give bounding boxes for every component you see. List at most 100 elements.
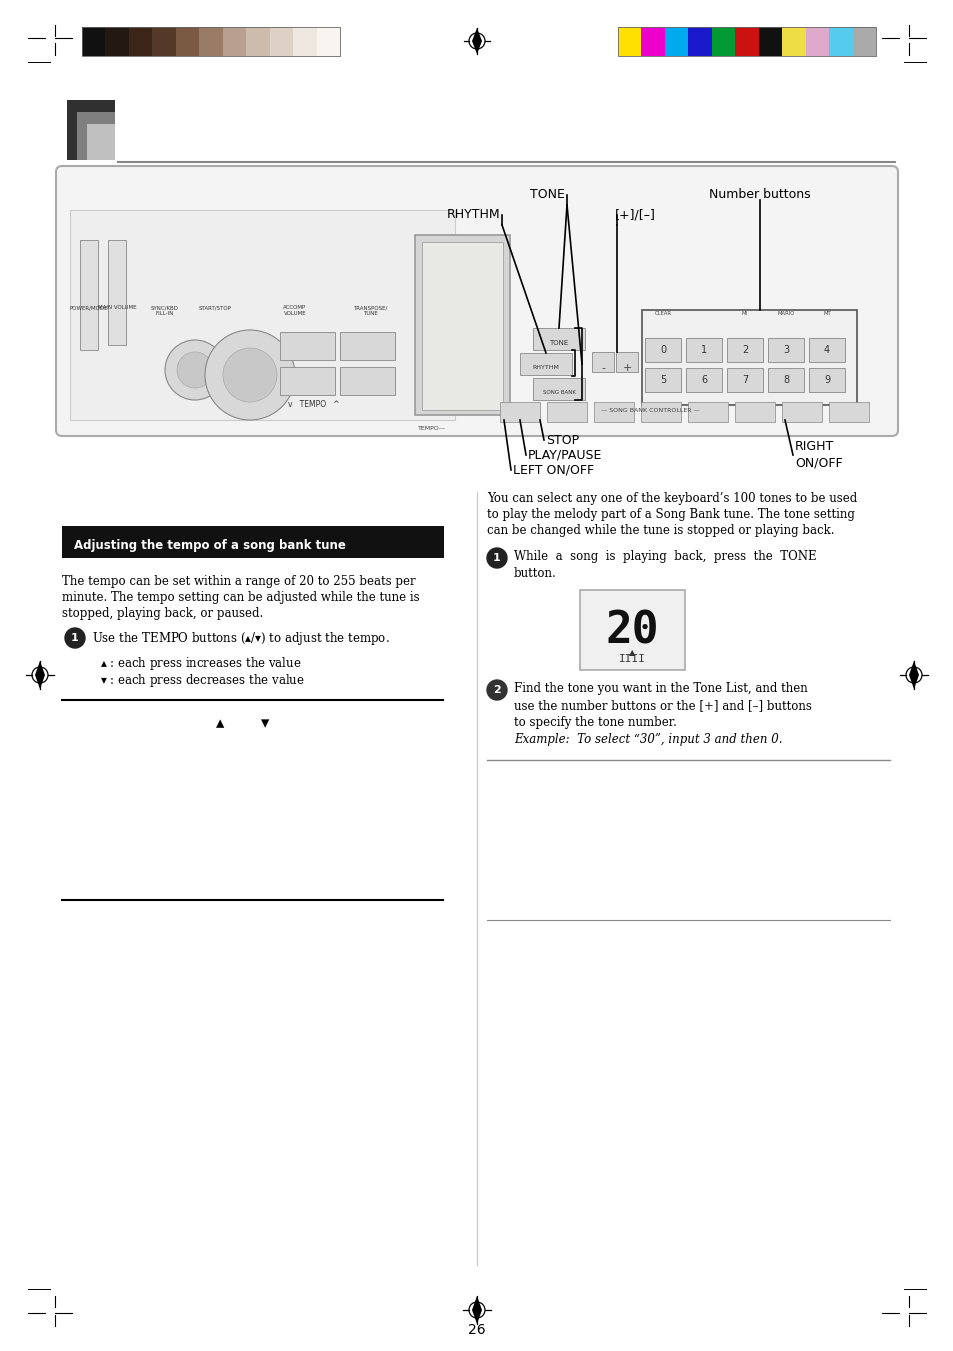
Circle shape	[205, 330, 294, 420]
Bar	[82, 27, 339, 55]
Bar	[87, 124, 115, 159]
Text: MARIO: MARIO	[777, 311, 794, 316]
Text: 2: 2	[493, 685, 500, 694]
Text: SONG BANK: SONG BANK	[542, 390, 575, 394]
Text: [+]/[–]: [+]/[–]	[615, 208, 655, 222]
Bar	[644, 338, 680, 362]
Text: v   TEMPO   ^: v TEMPO ^	[288, 400, 339, 409]
Bar	[546, 403, 586, 422]
Polygon shape	[472, 28, 481, 54]
Bar	[726, 367, 762, 392]
Bar	[767, 338, 803, 362]
Text: MI: MI	[741, 311, 747, 316]
Polygon shape	[908, 661, 918, 689]
Bar	[685, 338, 721, 362]
Bar	[199, 27, 222, 55]
Circle shape	[177, 353, 213, 388]
Text: STOP: STOP	[545, 434, 578, 446]
Text: START/STOP: START/STOP	[198, 305, 232, 309]
Bar	[688, 27, 711, 55]
Text: 6: 6	[700, 376, 706, 385]
Text: LEFT ON/OFF: LEFT ON/OFF	[513, 463, 594, 477]
Bar	[735, 27, 758, 55]
Bar	[77, 112, 115, 159]
Text: 0: 0	[659, 345, 665, 355]
Bar	[685, 367, 721, 392]
Text: $\blacktriangledown$: $\blacktriangledown$	[259, 713, 270, 732]
Bar	[339, 367, 395, 394]
Text: 7: 7	[741, 376, 747, 385]
Text: TONE: TONE	[530, 189, 564, 201]
Text: minute. The tempo setting can be adjusted while the tune is: minute. The tempo setting can be adjuste…	[62, 590, 419, 604]
Bar	[640, 27, 664, 55]
Polygon shape	[472, 1296, 481, 1324]
Text: TRANSPOSE/
TUNE: TRANSPOSE/ TUNE	[353, 305, 387, 316]
Text: Example:  To select “30”, input 3 and then 0.: Example: To select “30”, input 3 and the…	[514, 734, 781, 746]
Text: 20: 20	[605, 611, 659, 653]
Text: button.: button.	[514, 567, 557, 580]
Bar	[808, 367, 844, 392]
Text: 1: 1	[700, 345, 706, 355]
Circle shape	[65, 628, 85, 648]
Bar	[781, 27, 804, 55]
Bar	[828, 403, 868, 422]
Text: 4: 4	[823, 345, 829, 355]
Circle shape	[165, 340, 225, 400]
Text: PLAY/PAUSE: PLAY/PAUSE	[527, 449, 601, 462]
Text: IIII: IIII	[618, 654, 645, 663]
Bar	[421, 242, 502, 409]
Bar	[644, 367, 680, 392]
Text: to specify the tone number.: to specify the tone number.	[514, 716, 677, 730]
Text: Number buttons: Number buttons	[708, 189, 810, 201]
Bar	[108, 240, 126, 345]
Circle shape	[223, 349, 276, 403]
Bar	[618, 27, 875, 55]
Bar	[280, 367, 335, 394]
Text: MAIN VOLUME: MAIN VOLUME	[97, 305, 136, 309]
Text: stopped, playing back, or paused.: stopped, playing back, or paused.	[62, 607, 263, 620]
Bar	[129, 27, 152, 55]
Text: Use the TEMPO buttons ($\blacktriangle$/$\blacktriangledown$) to adjust the temp: Use the TEMPO buttons ($\blacktriangle$/…	[91, 630, 389, 647]
Text: You can select any one of the keyboard’s 100 tones to be used: You can select any one of the keyboard’s…	[486, 492, 857, 505]
Bar	[499, 403, 539, 422]
Circle shape	[486, 680, 506, 700]
Text: ACCOMP
VOLUME: ACCOMP VOLUME	[283, 305, 306, 316]
Text: POWER/MODE: POWER/MODE	[70, 305, 108, 309]
Bar	[152, 27, 175, 55]
Bar	[579, 590, 684, 670]
Bar	[533, 378, 584, 400]
Bar	[175, 27, 199, 55]
Text: Adjusting the tempo of a song bank tune: Adjusting the tempo of a song bank tune	[74, 539, 346, 551]
Text: CLEAR: CLEAR	[654, 311, 671, 316]
Text: -: -	[600, 363, 604, 373]
Bar	[246, 27, 270, 55]
Bar	[339, 332, 395, 359]
Bar	[641, 309, 856, 405]
Text: RIGHT
ON/OFF: RIGHT ON/OFF	[794, 440, 841, 470]
Bar	[664, 27, 688, 55]
Text: $\blacktriangle$ : each press increases the value: $\blacktriangle$ : each press increases …	[100, 655, 301, 671]
Text: can be changed while the tune is stopped or playing back.: can be changed while the tune is stopped…	[486, 524, 834, 536]
Text: The tempo can be set within a range of 20 to 255 beats per: The tempo can be set within a range of 2…	[62, 576, 416, 588]
Text: RHYTHM: RHYTHM	[532, 365, 558, 370]
Text: 1: 1	[493, 553, 500, 563]
Text: $\blacktriangle$: $\blacktriangle$	[214, 713, 225, 732]
Bar	[616, 353, 638, 372]
Circle shape	[486, 549, 506, 567]
Text: Find the tone you want in the Tone List, and then: Find the tone you want in the Tone List,…	[514, 682, 807, 694]
Bar	[80, 240, 98, 350]
Bar	[280, 332, 335, 359]
Bar	[758, 27, 781, 55]
Text: 8: 8	[782, 376, 788, 385]
Bar	[828, 27, 852, 55]
Bar	[808, 338, 844, 362]
Bar	[293, 27, 316, 55]
Bar	[70, 209, 455, 420]
Bar	[734, 403, 774, 422]
Bar	[804, 27, 828, 55]
Polygon shape	[35, 661, 45, 689]
Text: 5: 5	[659, 376, 665, 385]
Text: TONE: TONE	[549, 340, 568, 346]
Text: TEMPO—: TEMPO—	[417, 426, 446, 431]
Bar	[82, 27, 106, 55]
